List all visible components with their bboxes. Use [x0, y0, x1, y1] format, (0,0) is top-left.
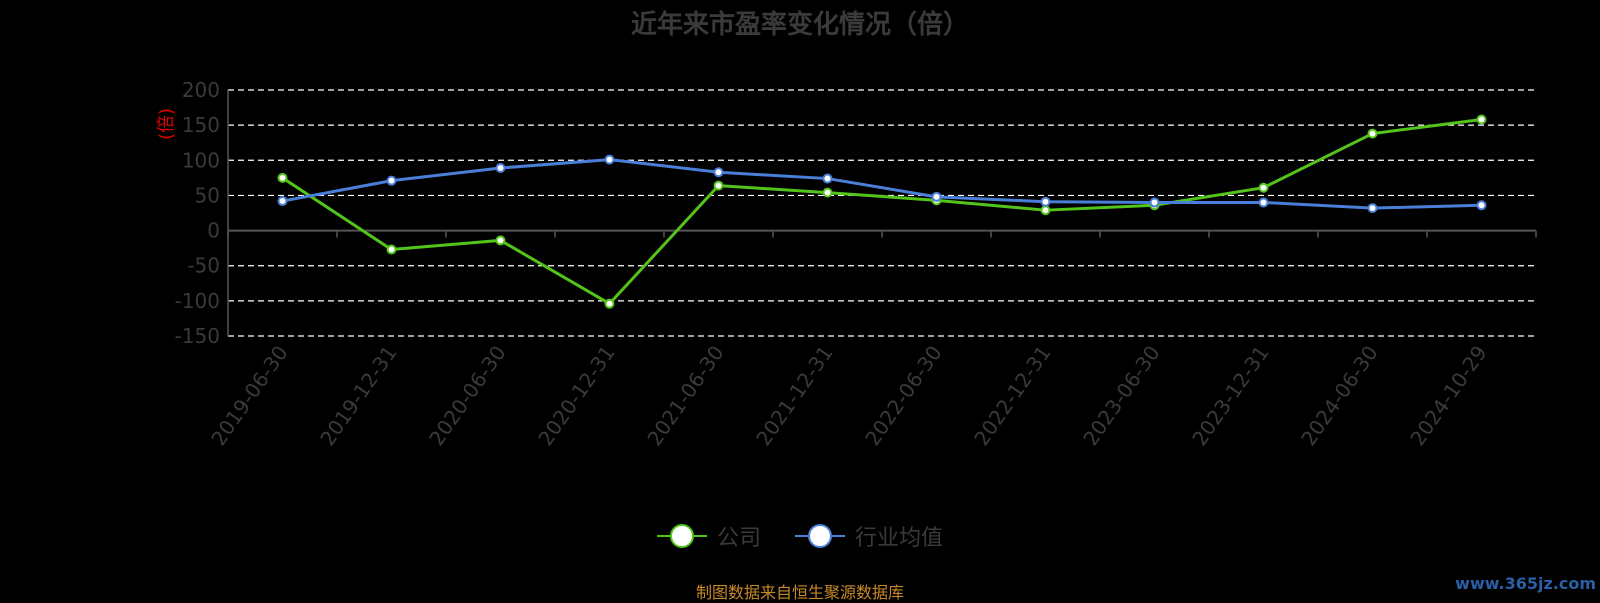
y-tick-label: -50: [187, 254, 220, 278]
legend-label-company: 公司: [716, 526, 761, 551]
data-point-1-4[interactable]: [713, 167, 724, 178]
chart-title: 近年来市盈率变化情况（倍）: [630, 10, 969, 40]
x-tick-label: 2020-12-31: [533, 341, 619, 450]
data-point-0-5[interactable]: [822, 187, 833, 198]
legend-label-industry-average: 行业均值: [855, 526, 944, 551]
data-point-1-1[interactable]: [386, 175, 397, 186]
x-tick-label: 2019-12-31: [315, 341, 401, 450]
x-tick-label: 2021-06-30: [642, 341, 728, 450]
x-tick-label: 2023-12-31: [1187, 341, 1273, 450]
y-axis-label: (倍): [156, 108, 177, 140]
x-tick-label: 2021-12-31: [751, 341, 837, 450]
x-tick-label: 2022-12-31: [969, 341, 1055, 450]
legend-item-industry-average[interactable]: 行业均值: [795, 520, 943, 552]
data-point-1-11[interactable]: [1476, 200, 1487, 211]
data-point-1-3[interactable]: [604, 154, 615, 165]
watermark: www.365jz.com: [1455, 574, 1596, 593]
data-point-0-7[interactable]: [1040, 205, 1051, 216]
data-point-0-4[interactable]: [713, 180, 724, 191]
grid-lines: [228, 89, 1536, 337]
legend-marker-industry-average: [795, 523, 845, 549]
x-tick-label: 2023-06-30: [1078, 341, 1164, 450]
data-point-1-6[interactable]: [931, 191, 942, 202]
y-tick-label: 150: [182, 113, 220, 137]
x-tick-label: 2019-06-30: [206, 341, 292, 450]
data-point-0-1[interactable]: [386, 244, 397, 255]
x-tick-label: 2022-06-30: [860, 341, 946, 450]
series-line-1: [282, 158, 1482, 210]
legend-item-company[interactable]: 公司: [656, 520, 761, 552]
x-tick-label: 2024-10-29: [1405, 341, 1491, 450]
data-point-0-11[interactable]: [1476, 114, 1487, 125]
axes: [227, 90, 1537, 336]
y-tick-label: 50: [195, 183, 220, 207]
data-point-1-8[interactable]: [1149, 197, 1160, 208]
data-point-0-9[interactable]: [1258, 182, 1269, 193]
data-point-1-10[interactable]: [1367, 203, 1378, 214]
y-tick-label: -100: [175, 289, 220, 313]
x-tick-label: 2024-06-30: [1296, 341, 1382, 450]
data-point-1-2[interactable]: [495, 163, 506, 174]
y-tick-label: 0: [207, 219, 220, 243]
data-point-1-7[interactable]: [1040, 196, 1051, 207]
data-point-1-0[interactable]: [277, 196, 288, 207]
data-point-0-3[interactable]: [604, 298, 615, 309]
legend-marker-company: [656, 523, 707, 549]
x-tick-label: 2020-06-30: [424, 341, 510, 450]
data-point-1-9[interactable]: [1258, 197, 1269, 208]
series-line-0: [281, 118, 1482, 306]
data-point-0-10[interactable]: [1367, 128, 1378, 139]
data-point-0-2[interactable]: [495, 235, 506, 246]
source-note: 制图数据来自恒生聚源数据库: [695, 583, 904, 602]
y-tick-label: 200: [182, 78, 220, 102]
data-point-0-0[interactable]: [277, 172, 288, 183]
data-point-1-5[interactable]: [822, 173, 833, 184]
y-tick-label: -150: [175, 324, 220, 348]
y-tick-label: 100: [182, 148, 220, 172]
tick-labels: 200 150 100 50 0 -50 -100 -150 (倍) 2019-06-30 2019…: [156, 78, 1492, 450]
series-lines: [277, 114, 1487, 309]
legend: 公司 行业均值: [0, 520, 1600, 552]
